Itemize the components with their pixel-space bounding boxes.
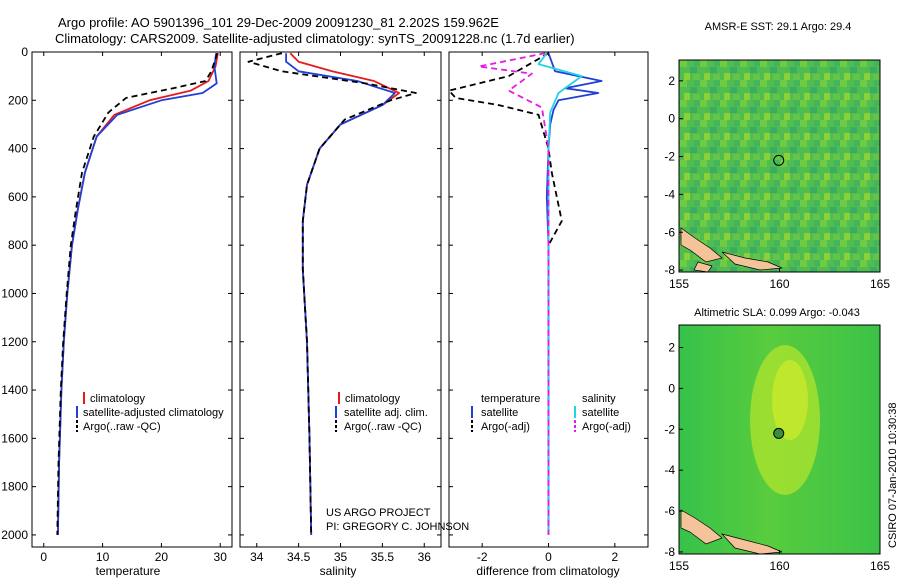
lat-tick-label: -8 [664, 263, 675, 277]
x-tick-label: 0 [545, 550, 552, 564]
sst-shade [679, 60, 880, 272]
lat-tick-label: 0 [668, 112, 675, 126]
legend-satellite-adj: satellite adj. clim. [344, 407, 428, 419]
sla-coastline [680, 509, 783, 555]
series-line [477, 52, 550, 535]
lat-tick-label: -4 [664, 463, 675, 477]
salinity-profiles [247, 52, 417, 535]
project-label: US ARGO PROJECT [326, 507, 431, 519]
sst-heatmap [679, 60, 880, 272]
depth-tick-label: 1000 [1, 286, 28, 300]
lon-tick-label: 160 [769, 559, 789, 573]
legend-temp-satellite: satellite [481, 407, 518, 419]
legend-climatology: climatology [345, 393, 401, 405]
x-tick-label: 0 [40, 550, 47, 564]
lon-tick-label: 160 [769, 277, 789, 291]
salinity-x-axis: 34 34.5 35 35.5 36 [250, 52, 431, 564]
sla-anomaly-core [772, 360, 808, 440]
depth-tick-label: 400 [8, 142, 28, 156]
depth-tick-label: 1200 [1, 335, 28, 349]
pi-label: PI: GREGORY C. JOHNSON [326, 521, 469, 533]
salinity-panel: 34 34.5 35 35.5 36 salinity climatology sate… [239, 51, 469, 578]
salinity-xlabel: salinity [320, 564, 357, 578]
sla-map-title: Altimetric SLA: 0.099 Argo: -0.043 [694, 307, 860, 319]
series-line [57, 53, 218, 535]
sst-coastline [680, 227, 783, 273]
lat-tick-label: -6 [664, 504, 675, 518]
argo-float-marker [773, 427, 785, 439]
x-tick-label: 10 [96, 550, 110, 564]
lat-tick-label: 2 [668, 74, 675, 88]
depth-tick-label: 0 [21, 45, 28, 59]
legend-salinity-heading: salinity [582, 393, 616, 405]
lon-tick-label: 155 [669, 277, 689, 291]
x-tick-label: 20 [155, 550, 169, 564]
legend-temp-argo: Argo(-adj) [481, 421, 530, 433]
lat-tick-label: -6 [664, 225, 675, 239]
sst-map-panel: AMSR-E SST: 29.1 Argo: 29.4 155 160 165 2 0 -… [664, 21, 890, 291]
x-tick-label: 30 [214, 550, 228, 564]
x-tick-label: 35 [334, 550, 348, 564]
x-tick-label: 2 [611, 550, 618, 564]
depth-tick-label: 600 [8, 190, 28, 204]
series-line [448, 52, 563, 535]
temperature-axes-frame [31, 51, 233, 548]
series-line [285, 53, 396, 535]
lat-tick-label: -2 [664, 422, 675, 436]
depth-tick-label: 1400 [1, 383, 28, 397]
x-tick-label: 34.5 [287, 550, 311, 564]
lat-tick-label: -2 [664, 150, 675, 164]
lat-tick-label: 0 [668, 381, 675, 395]
lat-tick-label: -4 [664, 187, 675, 201]
legend-satellite-adjusted: satellite-adjusted climatology [83, 407, 224, 419]
x-tick-label: 35.5 [371, 550, 395, 564]
depth-axis: 0 200 400 600 800 1000 1200 1400 1600 1800 2000 [1, 45, 648, 542]
lon-tick-label: 165 [870, 559, 890, 573]
sla-map-axes: 155 160 165 2 0 -2 -4 -6 -8 [664, 340, 890, 573]
lat-tick-label: -8 [664, 545, 675, 559]
series-line [56, 52, 219, 535]
legend-argo: Argo(..raw -QC) [83, 421, 161, 433]
sla-map-panel: Altimetric SLA: 0.099 Argo: -0.043 155 16… [664, 307, 890, 573]
x-tick-label: -2 [477, 550, 488, 564]
difference-legend: temperature satellite Argo(-adj) salinit… [471, 393, 631, 433]
temperature-profiles [56, 52, 219, 535]
depth-tick-label: 800 [8, 238, 28, 252]
x-tick-label: 34 [250, 550, 264, 564]
difference-panel: -2 0 2 difference from climatology tempera… [448, 51, 649, 578]
series-line [289, 52, 401, 535]
series-line [545, 52, 603, 535]
series-line [247, 52, 417, 535]
lat-tick-label: 2 [668, 340, 675, 354]
x-tick-label: 36 [418, 550, 432, 564]
salinity-legend: climatology satellite adj. clim. Argo(..… [335, 392, 428, 433]
salinity-axes-frame [239, 51, 442, 548]
legend-sal-argo: Argo(-adj) [582, 421, 631, 433]
depth-tick-label: 2000 [1, 528, 28, 542]
series-line [57, 53, 219, 535]
sst-map-axes: 155 160 165 2 0 -2 -4 -6 -8 [664, 74, 890, 291]
credit-label: CSIRO 07-Jan-2010 10:30:38 [887, 402, 899, 548]
lon-tick-label: 155 [669, 559, 689, 573]
figure-title-line1: Argo profile: AO 5901396_101 29-Dec-2009… [58, 15, 499, 30]
depth-tick-label: 1600 [1, 431, 28, 445]
figure-title-line2: Climatology: CARS2009. Satellite-adjuste… [55, 31, 575, 46]
sst-map-title: AMSR-E SST: 29.1 Argo: 29.4 [705, 21, 852, 33]
depth-tick-label: 200 [8, 93, 28, 107]
lon-tick-label: 165 [870, 277, 890, 291]
legend-sal-satellite: satellite [582, 407, 619, 419]
difference-profiles [448, 52, 603, 535]
temperature-x-axis: 0 10 20 30 [40, 52, 227, 564]
legend-temperature-heading: temperature [481, 393, 540, 405]
argo-float-marker [773, 154, 785, 166]
depth-tick-label: 1800 [1, 480, 28, 494]
temperature-legend: climatology satellite-adjusted climatolo… [76, 392, 224, 433]
temperature-xlabel: temperature [96, 564, 161, 578]
difference-xlabel: difference from climatology [476, 564, 619, 578]
legend-argo: Argo(..raw -QC) [344, 421, 422, 433]
legend-climatology: climatology [90, 393, 146, 405]
